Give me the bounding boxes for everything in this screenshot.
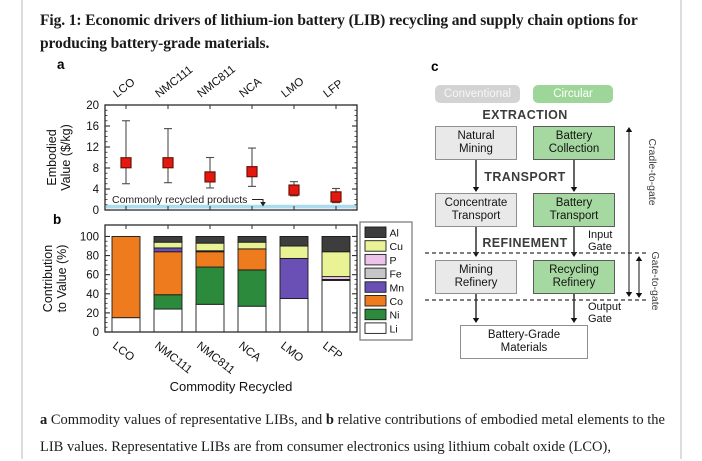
figure-caption: a Commodity values of representative LIB…: [40, 407, 685, 461]
caption-marker-a: a: [40, 412, 48, 428]
svg-text:NMC811: NMC811: [194, 340, 236, 377]
stage-extraction: EXTRACTION: [482, 108, 568, 122]
concentrate-transport-box: Concentrate Transport: [435, 193, 517, 227]
svg-text:Al: Al: [390, 228, 399, 240]
panel-b-label: b: [53, 212, 62, 227]
svg-text:100: 100: [80, 231, 99, 243]
svg-text:Fe: Fe: [390, 269, 402, 281]
svg-text:Embodied: Embodied: [45, 129, 59, 185]
svg-text:Mn: Mn: [390, 282, 405, 294]
flow-arrows: Cradle-to-gate Gate-to-gate: [425, 127, 661, 323]
mining-refinery-box: Mining Refinery: [435, 260, 517, 294]
caption-marker-b: b: [325, 412, 334, 428]
stage-transport: TRANSPORT: [484, 170, 566, 184]
battery-grade-materials-box: Battery-Grade Materials: [460, 325, 588, 359]
natural-mining-box: Natural Mining: [435, 126, 517, 160]
svg-text:LMO: LMO: [279, 76, 306, 101]
page-margin-rule-left: [21, 0, 23, 459]
svg-text:4: 4: [93, 184, 100, 196]
gate-to-gate-label: Gate-to-gate: [649, 252, 661, 311]
svg-text:Commonly recycled products: Commonly recycled products: [112, 194, 247, 206]
svg-text:40: 40: [86, 289, 99, 301]
cradle-to-gate-label: Cradle-to-gate: [646, 138, 658, 205]
svg-text:Contribution: Contribution: [41, 245, 55, 312]
svg-text:LFP: LFP: [321, 78, 345, 101]
battery-transport-box: Battery Transport: [533, 193, 615, 227]
contribution-chart: 0 20 40 60 80 100 LCO NMC111 NMC811 NCA LMO LFP Cont…: [41, 221, 413, 394]
svg-text:NCA: NCA: [237, 76, 264, 101]
circular-route-pill: Circular: [533, 85, 613, 103]
svg-text:NMC111: NMC111: [153, 64, 195, 100]
svg-text:8: 8: [93, 163, 99, 175]
output-gate-label: Output Gate: [588, 301, 622, 325]
svg-text:NCA: NCA: [236, 340, 263, 365]
caption-text-2: relative contributions of embodied metal…: [40, 412, 665, 455]
svg-text:NMC811: NMC811: [195, 63, 237, 100]
svg-text:Commodity Recycled: Commodity Recycled: [170, 379, 293, 394]
stage-refinement: REFINEMENT: [482, 236, 568, 250]
embodied-value-chart: 0 4 8 12 16 20 LCO NMC111 NMC811 NCA LMO LFP Embodie…: [45, 63, 358, 217]
svg-text:to Value (%): to Value (%): [55, 245, 69, 313]
panel-c-label: c: [431, 59, 439, 74]
figure-title: Fig. 1: Economic drivers of lithium-ion …: [40, 12, 638, 52]
supply-chain-diagram: c Cradle-to-gate Gate-to-gate Convention…: [425, 59, 680, 375]
svg-text:80: 80: [86, 251, 99, 263]
svg-text:Li: Li: [390, 323, 398, 335]
battery-collection-box: Battery Collection: [533, 126, 615, 160]
svg-text:Cu: Cu: [390, 241, 404, 253]
svg-text:LCO: LCO: [111, 76, 137, 100]
svg-text:16: 16: [86, 121, 99, 133]
recycling-refinery-box: Recycling Refinery: [533, 260, 615, 294]
svg-text:LCO: LCO: [110, 340, 136, 364]
svg-text:P: P: [390, 255, 397, 267]
svg-text:0: 0: [93, 205, 99, 217]
svg-text:0: 0: [93, 327, 99, 339]
svg-text:Ni: Ni: [390, 310, 400, 322]
page-margin-rule-right: [680, 0, 682, 459]
svg-text:NMC111: NMC111: [152, 340, 194, 376]
conventional-route-pill: Conventional: [435, 85, 520, 103]
svg-text:20: 20: [86, 308, 99, 320]
svg-text:12: 12: [86, 142, 99, 154]
svg-text:Co: Co: [390, 296, 404, 308]
input-gate-label: Input Gate: [588, 229, 613, 253]
svg-text:60: 60: [86, 270, 99, 282]
caption-text-1: Commodity values of representative LIBs,…: [47, 412, 326, 428]
panel-a-label: a: [57, 57, 65, 72]
svg-text:Value ($/kg): Value ($/kg): [59, 124, 73, 190]
svg-text:20: 20: [86, 100, 99, 112]
svg-text:LMO: LMO: [278, 340, 305, 365]
svg-text:LFP: LFP: [320, 340, 344, 363]
